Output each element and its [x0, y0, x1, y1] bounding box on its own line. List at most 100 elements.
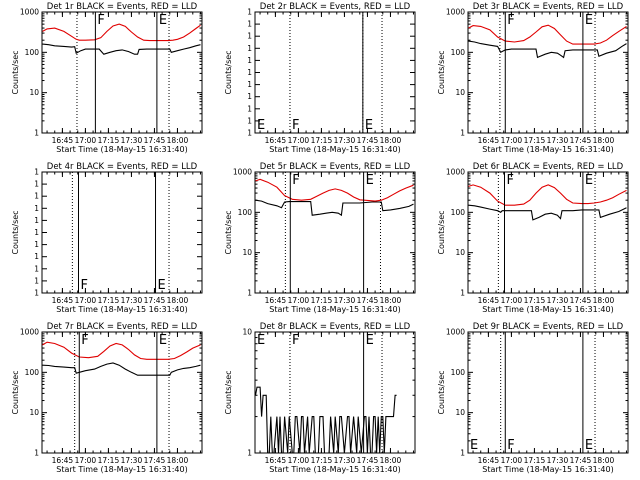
marker-label: E: [365, 118, 373, 133]
x-tick-label: 17:30: [121, 136, 143, 145]
x-tick-label: 17:00: [288, 456, 310, 465]
lld-series-line: [468, 24, 627, 45]
x-tick-label: 16:45: [478, 296, 500, 305]
x-tick-label: 16:45: [52, 296, 74, 305]
x-tick-label: 18:00: [167, 456, 189, 465]
x-tick-label: 17:15: [98, 136, 120, 145]
marker-label: E: [158, 278, 166, 293]
x-tick-label: 17:00: [288, 296, 310, 305]
y-tick-label: 1: [247, 8, 252, 17]
panel-title: Det 7r BLACK = Events, RED = LLD: [47, 322, 198, 332]
x-tick-label: 17:30: [121, 296, 143, 305]
x-tick-label: 17:00: [288, 136, 310, 145]
x-tick-label: 17:30: [334, 456, 356, 465]
lld-series-line: [42, 341, 201, 360]
detector-panel-3: Det 3r BLACK = Events, RED = LLD 1 10 100 10…: [437, 2, 629, 154]
y-axis-label: Counts/sec: [224, 370, 233, 414]
x-tick-label: 17:00: [501, 296, 523, 305]
x-tick-label: 18:00: [167, 136, 189, 145]
y-tick-label: 1: [34, 204, 39, 213]
panel-title: Det 5r BLACK = Events, RED = LLD: [260, 162, 411, 172]
events-series-line: [42, 362, 201, 376]
y-tick-label: 1: [34, 252, 39, 261]
detector-panel-4: Det 4r BLACK = Events, RED = LLD 1 1 1 1 1 1 1 1…: [11, 162, 203, 314]
y-tick-label: 1: [460, 289, 465, 298]
plot-frame: [41, 171, 203, 294]
x-tick-label: 17:15: [311, 136, 333, 145]
y-tick-label: 10: [29, 408, 39, 417]
x-tick-label: 18:00: [593, 456, 615, 465]
marker-label: E: [366, 333, 374, 348]
x-tick-label: 17:45: [357, 136, 379, 145]
y-tick-label: 1: [247, 20, 252, 29]
marker-label: F: [507, 13, 514, 28]
x-tick-label: 17:15: [311, 456, 333, 465]
x-axis-label: Start Time (18-May-15 16:31:40): [482, 305, 613, 314]
marker-label: E: [257, 118, 265, 133]
x-tick-label: 18:00: [167, 296, 189, 305]
y-tick-label: 1: [34, 180, 39, 189]
y-axis-label: Counts/sec: [437, 210, 446, 254]
y-tick-label: 1000: [20, 8, 39, 17]
y-tick-label: 100: [451, 208, 466, 217]
detector-panel-8: Det 8r BLACK = Events, RED = LLD 1 10 16:45…: [224, 322, 416, 474]
marker-label: E: [470, 438, 478, 453]
events-series-line: [255, 199, 414, 217]
y-tick-label: 1: [34, 240, 39, 249]
x-tick-label: 16:45: [478, 456, 500, 465]
x-tick-label: 17:30: [547, 456, 569, 465]
y-tick-label: 1000: [20, 328, 39, 337]
y-tick-label: 1: [34, 168, 39, 177]
plot-frame: [467, 171, 629, 294]
detector-panel-2: Det 2r BLACK = Events, RED = LLD 1 1 1 1 1 1 1 1…: [224, 2, 416, 154]
x-tick-label: 18:00: [593, 136, 615, 145]
lld-series-line: [42, 23, 201, 42]
y-tick-label: 1: [247, 104, 252, 113]
y-tick-label: 10: [455, 248, 465, 257]
plot-frame: [467, 331, 629, 454]
x-tick-label: 17:30: [334, 296, 356, 305]
y-axis-label: Counts/sec: [437, 50, 446, 94]
x-tick-label: 18:00: [593, 296, 615, 305]
x-axis-label: Start Time (18-May-15 16:31:40): [56, 305, 187, 314]
x-tick-label: 18:00: [380, 136, 402, 145]
x-tick-label: 17:30: [547, 296, 569, 305]
x-tick-label: 17:45: [570, 136, 592, 145]
plot-frame: [254, 11, 416, 134]
y-tick-label: 100: [451, 48, 466, 57]
detector-panel-1: Det 1r BLACK = Events, RED = LLD 1 10 100 10…: [11, 2, 203, 154]
x-tick-label: 17:45: [570, 456, 592, 465]
y-axis-label: Counts/sec: [11, 210, 20, 254]
x-tick-label: 17:15: [524, 456, 546, 465]
y-axis-label: Counts/sec: [437, 370, 446, 414]
marker-label: E: [159, 333, 167, 348]
y-tick-label: 1: [247, 449, 252, 458]
marker-label: F: [292, 173, 299, 188]
y-tick-label: 1000: [446, 168, 465, 177]
y-tick-label: 10: [242, 328, 252, 337]
x-tick-label: 18:00: [380, 456, 402, 465]
y-tick-label: 100: [451, 368, 466, 377]
marker-label: E: [257, 333, 265, 348]
y-tick-label: 1: [34, 129, 39, 138]
x-axis-label: Start Time (18-May-15 16:31:40): [56, 145, 187, 154]
x-tick-label: 17:15: [98, 456, 120, 465]
x-axis-label: Start Time (18-May-15 16:31:40): [269, 305, 400, 314]
detector-panel-9: Det 9r BLACK = Events, RED = LLD 1 10 100 10…: [437, 322, 629, 474]
x-tick-label: 17:30: [121, 456, 143, 465]
events-series-line: [254, 386, 397, 454]
x-tick-label: 16:45: [265, 136, 287, 145]
y-tick-label: 1: [247, 80, 252, 89]
lld-series-line: [468, 184, 627, 206]
x-axis-label: Start Time (18-May-15 16:31:40): [269, 465, 400, 474]
y-tick-label: 1: [247, 56, 252, 65]
marker-label: E: [585, 173, 593, 188]
plot-frame: [41, 331, 203, 454]
marker-label: F: [507, 173, 514, 188]
marker-label: F: [292, 118, 299, 133]
detector-panel-6: Det 6r BLACK = Events, RED = LLD 1 10 100 10…: [437, 162, 629, 314]
y-tick-label: 1: [34, 192, 39, 201]
y-tick-label: 1000: [446, 8, 465, 17]
y-tick-label: 10: [455, 408, 465, 417]
